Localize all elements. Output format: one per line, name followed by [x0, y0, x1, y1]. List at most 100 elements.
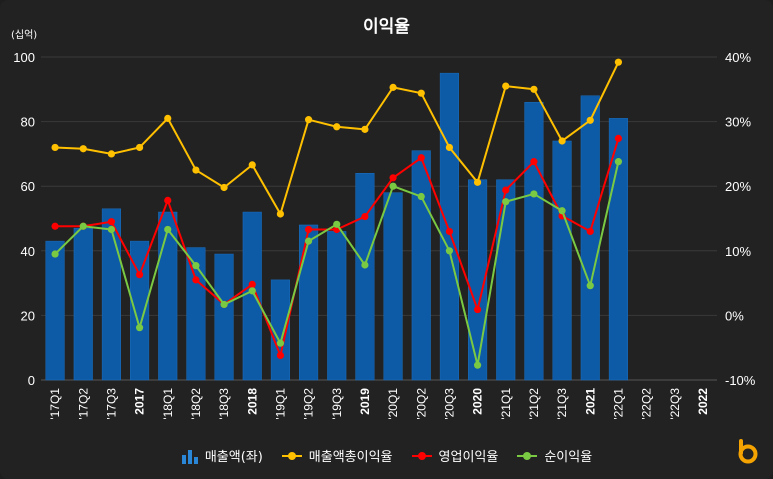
series-point — [417, 89, 425, 97]
bar — [580, 95, 600, 381]
legend-item-gross: 매출액총이익율 — [281, 446, 393, 465]
series-point — [107, 225, 116, 234]
series-point — [135, 143, 144, 152]
series-point — [530, 158, 538, 166]
series-point — [79, 145, 87, 153]
x-tick-label: 2019 — [358, 388, 372, 415]
y-left-tick-label: 40 — [21, 244, 35, 259]
x-tick-label: '18Q1 — [161, 388, 175, 420]
x-tick-label: '22Q2 — [640, 388, 654, 420]
legend-label-operating: 영업이익율 — [438, 450, 499, 465]
x-tick-label: '21Q3 — [555, 388, 569, 420]
y-right-tick-label: 30% — [725, 115, 751, 130]
series-point — [220, 183, 228, 192]
bar-chart-icon — [181, 449, 198, 464]
x-tick-label: '19Q3 — [330, 388, 344, 420]
x-tick-label: '22Q1 — [611, 388, 625, 420]
bar — [524, 101, 544, 381]
bar — [214, 253, 234, 381]
series-point — [473, 361, 482, 369]
bar — [383, 192, 403, 381]
series-point — [135, 324, 144, 332]
series-point — [502, 198, 510, 206]
legend-label-gross: 매출액총이익율 — [308, 450, 393, 465]
series-point — [276, 339, 285, 347]
series-point — [304, 116, 313, 124]
bar — [439, 72, 459, 381]
bar — [552, 140, 572, 381]
bar — [45, 240, 65, 381]
series-point — [276, 210, 285, 218]
x-tick-label: '20Q3 — [442, 388, 456, 420]
series-point — [248, 287, 256, 295]
series-point — [389, 182, 397, 190]
x-tick-label: '19Q1 — [273, 388, 287, 420]
series-point — [614, 158, 623, 166]
series-point — [248, 280, 256, 288]
x-tick-label: '21Q1 — [499, 388, 513, 420]
series-point — [304, 225, 313, 234]
y-left-tick-label: 100 — [13, 50, 35, 65]
x-tick-label: '20Q1 — [386, 388, 400, 420]
series-point — [164, 114, 172, 122]
brand-logo-icon — [738, 439, 758, 464]
bar — [158, 211, 178, 381]
x-tick-label: 2021 — [583, 388, 597, 415]
x-tick-label: 2022 — [696, 388, 710, 415]
y-left-tick-label: 80 — [21, 115, 35, 130]
series-point — [530, 190, 538, 198]
series-point — [473, 305, 482, 314]
line-marker-icon — [281, 451, 302, 460]
series-point — [614, 58, 623, 66]
x-tick-label: '19Q2 — [302, 388, 316, 420]
series-point — [164, 196, 172, 205]
bar — [73, 227, 93, 381]
legend-item-bars: 매출액(좌) — [181, 446, 263, 465]
series-point — [586, 227, 594, 236]
series-point — [333, 123, 341, 131]
series-point — [361, 261, 369, 269]
y-right-tick-label: 0% — [725, 308, 744, 323]
series-point — [333, 220, 341, 228]
series-point — [586, 116, 594, 124]
x-tick-label: '17Q1 — [48, 388, 62, 420]
line-marker-icon — [517, 451, 538, 460]
legend-item-operating: 영업이익율 — [411, 446, 499, 465]
series-point — [135, 271, 144, 279]
bar — [355, 173, 375, 381]
series-point — [389, 174, 397, 182]
y-right-tick-label: -10% — [725, 373, 756, 388]
y-left-tick-label: 60 — [21, 179, 35, 194]
series-point — [502, 82, 510, 90]
series-point — [248, 161, 256, 169]
chart-title: 이익율 — [363, 17, 410, 37]
series-point — [417, 192, 425, 201]
y-right-tick-label: 20% — [725, 179, 751, 194]
legend-label-bars: 매출액(좌) — [204, 450, 263, 465]
x-tick-label: '21Q2 — [527, 388, 541, 420]
y-left-tick-label: 20 — [21, 308, 35, 323]
series-point — [192, 262, 200, 270]
x-tick-label: '22Q3 — [668, 388, 682, 420]
x-tick-label: 2020 — [471, 388, 485, 415]
x-tick-label: '18Q3 — [217, 388, 231, 420]
bar — [101, 208, 121, 381]
series-point — [445, 227, 454, 236]
legend-label-net: 순이익율 — [544, 450, 593, 465]
series-point — [107, 150, 116, 158]
bar — [299, 224, 319, 381]
x-tick-label: '20Q2 — [414, 388, 428, 420]
series-point — [51, 222, 59, 230]
legend-item-net: 순이익율 — [516, 446, 592, 465]
x-tick-label: 2017 — [133, 388, 147, 415]
series-point — [192, 276, 200, 284]
y-right-tick-label: 10% — [725, 244, 751, 259]
x-tick-label: '17Q2 — [76, 388, 90, 420]
x-tick-label: '18Q2 — [189, 388, 203, 420]
series-point — [51, 143, 59, 152]
series-point — [304, 237, 313, 245]
series-point — [361, 212, 369, 221]
x-tick-label: 2018 — [245, 388, 259, 415]
